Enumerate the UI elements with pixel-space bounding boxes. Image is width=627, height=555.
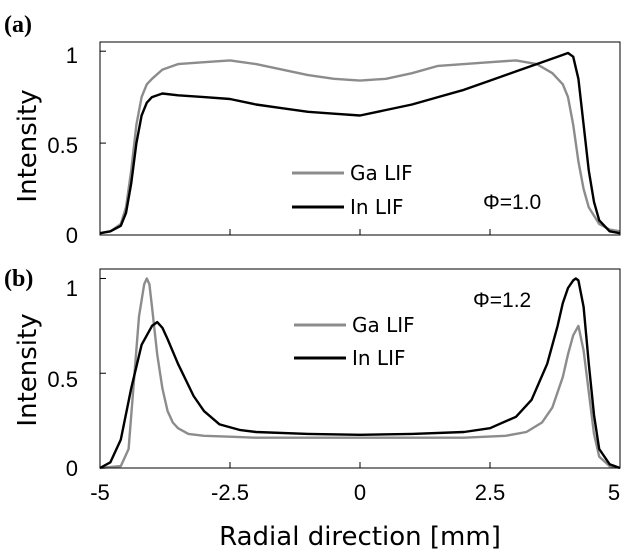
x-tick-label: 0 bbox=[354, 480, 366, 505]
axes-frame-b bbox=[99, 268, 621, 469]
y-axis-label-a: Intensity bbox=[13, 89, 43, 202]
series-line-in-lif bbox=[99, 277, 621, 470]
legend-label-in: In LIF bbox=[352, 346, 405, 370]
legend-label-ga: Ga LIF bbox=[352, 313, 415, 337]
plot-area-b bbox=[99, 277, 621, 470]
panel-a: (a) Intensity 0 0.5 1 Ga LIF In LIF Φ=1.… bbox=[4, 12, 621, 248]
series-line-in-lif bbox=[99, 51, 621, 235]
phi-annotation-b: Φ=1.2 bbox=[473, 289, 531, 312]
panel-label-b: (b) bbox=[4, 266, 33, 292]
legend-label-in: In LIF bbox=[350, 195, 403, 219]
phi-annotation-a: Φ=1.0 bbox=[483, 191, 541, 214]
x-tick-label: -2.5 bbox=[211, 480, 249, 505]
panel-b: (b) Intensity 0 0.5 1 Ga LIF In LIF Φ=1.… bbox=[4, 266, 621, 552]
y-tick-label: 0 bbox=[66, 456, 78, 481]
axes-frame-a bbox=[99, 41, 621, 236]
y-tick-label: 0 bbox=[66, 223, 78, 248]
y-axis-label-b: Intensity bbox=[13, 313, 43, 426]
y-tick-label: 0.5 bbox=[47, 133, 78, 158]
legend-label-ga: Ga LIF bbox=[350, 161, 413, 185]
x-tick-label: 2.5 bbox=[475, 480, 506, 505]
y-tick-labels-a: 0 0.5 1 bbox=[47, 43, 78, 248]
x-axis-label: Radial direction [mm] bbox=[219, 522, 501, 552]
x-tick-label: 5 bbox=[608, 480, 620, 505]
y-tick-label: 0.5 bbox=[47, 367, 78, 392]
legend-a: Ga LIF In LIF bbox=[292, 161, 413, 219]
legend-b: Ga LIF In LIF bbox=[294, 313, 415, 370]
panel-label-a: (a) bbox=[4, 12, 32, 38]
x-tick-labels-b: -5 -2.5 0 2.5 5 bbox=[90, 480, 620, 505]
series-line-ga-lif bbox=[99, 277, 621, 470]
y-tick-label: 1 bbox=[66, 276, 78, 301]
y-tick-label: 1 bbox=[66, 43, 78, 68]
y-tick-labels-b: 0 0.5 1 bbox=[47, 276, 78, 481]
plot-area-a bbox=[99, 50, 621, 236]
x-tick-label: -5 bbox=[90, 480, 110, 505]
series-line-ga-lif bbox=[99, 59, 621, 235]
